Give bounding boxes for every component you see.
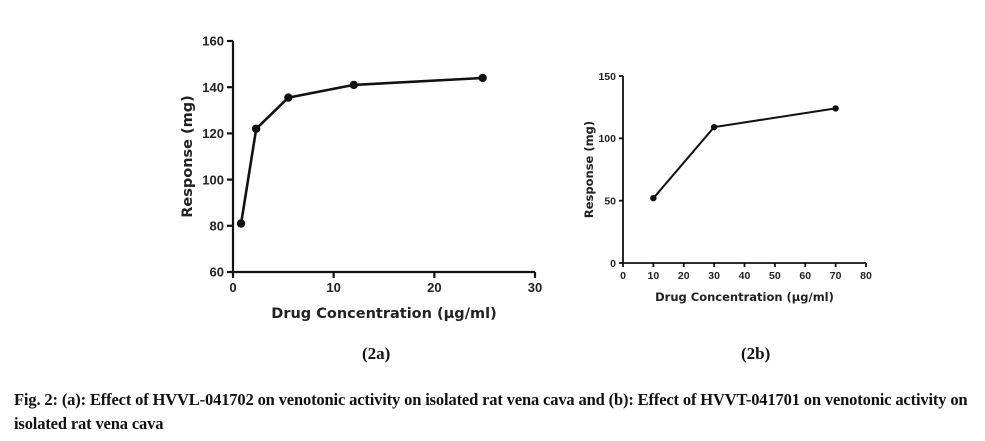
data-point bbox=[284, 93, 293, 102]
x-tick-label: 60 bbox=[799, 270, 811, 282]
y-tick-label: 100 bbox=[202, 172, 224, 187]
x-tick-label: 30 bbox=[528, 280, 542, 295]
x-tick-label: 80 bbox=[860, 270, 872, 282]
panel-label-2a: (2a) bbox=[362, 344, 391, 363]
y-axis-title: Response (mg) bbox=[180, 95, 196, 218]
data-point bbox=[349, 80, 358, 90]
x-tick-label: 0 bbox=[229, 280, 236, 295]
x-axis-title: Drug Concentration (µg/ml) bbox=[271, 306, 496, 322]
x-tick-label: 10 bbox=[648, 270, 660, 282]
x-tick-label: 40 bbox=[739, 270, 751, 282]
series-line bbox=[652, 107, 836, 199]
y-tick-label: 150 bbox=[598, 71, 616, 83]
y-tick-label: 100 bbox=[598, 133, 616, 145]
x-tick-label: 0 bbox=[620, 270, 626, 282]
y-tick-label: 80 bbox=[210, 218, 224, 233]
y-tick-label: 140 bbox=[202, 80, 224, 95]
x-tick-label: 50 bbox=[769, 270, 781, 282]
data-point bbox=[251, 124, 261, 133]
panel-label-2b: (2b) bbox=[741, 344, 771, 363]
x-tick-label: 30 bbox=[708, 270, 720, 282]
y-tick-label: 60 bbox=[210, 265, 224, 280]
series-line bbox=[239, 76, 483, 224]
figure-caption: Fig. 2: (a): Effect of HVVL-041702 on ve… bbox=[14, 390, 968, 433]
data-point bbox=[478, 73, 487, 83]
data-point bbox=[832, 105, 839, 112]
data-point bbox=[650, 194, 657, 202]
data-point bbox=[710, 123, 718, 131]
data-point bbox=[236, 219, 246, 228]
chart-2a: 60 80 100 120 140 160 0 10 20 30 Drug Concentratio… bbox=[180, 34, 542, 322]
x-tick-label: 20 bbox=[427, 280, 441, 295]
x-tick-label: 70 bbox=[830, 270, 842, 282]
x-tick-label: 10 bbox=[326, 280, 340, 295]
x-axis-title: Drug Concentration (µg/ml) bbox=[655, 290, 834, 304]
chart-2b: 0 50 100 150 0 10 20 30 40 50 60 70 80 Drug Concentra… bbox=[582, 71, 872, 304]
y-tick-label: 120 bbox=[202, 126, 224, 141]
y-axis-title: Response (mg) bbox=[582, 121, 596, 218]
y-tick-label: 0 bbox=[610, 258, 616, 270]
y-tick-label: 160 bbox=[202, 34, 224, 49]
x-tick-label: 20 bbox=[678, 270, 690, 282]
y-tick-label: 50 bbox=[604, 195, 616, 207]
